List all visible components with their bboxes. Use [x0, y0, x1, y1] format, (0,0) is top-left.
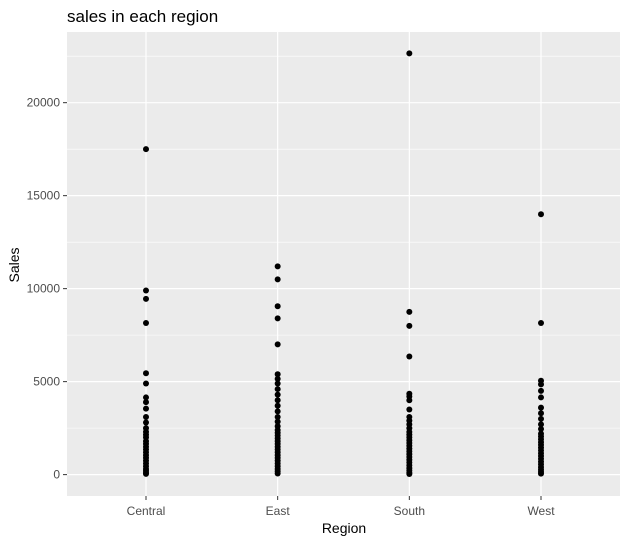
- data-point: [274, 341, 281, 348]
- data-point: [143, 394, 149, 401]
- data-point: [143, 146, 149, 153]
- data-point: [143, 399, 149, 406]
- data-point: [274, 402, 281, 409]
- data-point: [538, 320, 544, 327]
- data-point: [274, 375, 281, 382]
- data-point: [538, 404, 544, 411]
- y-tick-label: 5000: [33, 375, 60, 389]
- data-point: [143, 470, 149, 477]
- data-point: [274, 371, 281, 378]
- data-point: [538, 394, 544, 401]
- data-point: [143, 405, 149, 412]
- x-tick-label: East: [266, 504, 291, 518]
- data-point: [274, 315, 281, 322]
- data-point: [406, 50, 413, 57]
- data-point: [538, 415, 544, 422]
- data-point: [274, 391, 281, 398]
- data-point: [538, 211, 544, 218]
- data-point: [538, 470, 544, 477]
- data-point: [143, 295, 149, 302]
- data-point: [143, 370, 149, 377]
- x-tick-label: Central: [127, 504, 166, 518]
- data-point: [538, 410, 544, 417]
- data-point: [274, 276, 281, 283]
- x-axis: Central East South West: [127, 496, 555, 518]
- data-point: [274, 397, 281, 404]
- y-axis-title: Sales: [6, 247, 22, 282]
- y-tick-label: 10000: [27, 282, 61, 296]
- data-point: [538, 421, 544, 428]
- data-point: [406, 353, 413, 360]
- data-point: [538, 426, 544, 433]
- data-point: [406, 406, 413, 413]
- x-axis-title: Region: [322, 520, 366, 536]
- data-point: [143, 413, 149, 420]
- data-point: [274, 263, 281, 270]
- data-points: [143, 50, 544, 478]
- plot-panel: [67, 32, 620, 496]
- y-tick-label: 20000: [27, 96, 61, 110]
- y-tick-label: 15000: [27, 189, 61, 203]
- data-point: [406, 308, 413, 315]
- data-point: [406, 471, 413, 478]
- x-tick-label: West: [527, 504, 555, 518]
- chart-title: sales in each region: [67, 7, 218, 26]
- data-point: [274, 418, 281, 425]
- data-point: [406, 322, 413, 329]
- data-point: [274, 470, 281, 477]
- data-point: [143, 320, 149, 327]
- x-tick-label: South: [394, 504, 425, 518]
- data-point: [274, 413, 281, 420]
- data-point: [538, 381, 544, 388]
- data-point: [274, 386, 281, 393]
- y-axis: 0 5000 10000 15000 20000: [27, 96, 67, 482]
- data-point: [274, 380, 281, 387]
- data-point: [143, 419, 149, 426]
- data-point: [406, 397, 413, 404]
- data-point: [143, 287, 149, 294]
- y-tick-label: 0: [53, 468, 60, 482]
- data-point: [274, 408, 281, 415]
- data-point: [143, 380, 149, 387]
- data-point: [274, 303, 281, 310]
- data-point: [538, 387, 544, 394]
